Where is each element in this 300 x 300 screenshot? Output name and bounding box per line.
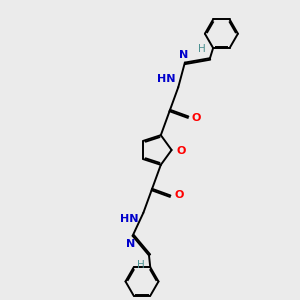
Text: HN: HN <box>157 74 175 84</box>
Text: O: O <box>174 190 183 200</box>
Text: O: O <box>176 146 185 157</box>
Text: O: O <box>191 113 201 123</box>
Text: N: N <box>179 50 188 60</box>
Text: N: N <box>127 239 136 250</box>
Text: HN: HN <box>120 214 139 224</box>
Text: H: H <box>137 260 145 270</box>
Text: H: H <box>198 44 206 54</box>
